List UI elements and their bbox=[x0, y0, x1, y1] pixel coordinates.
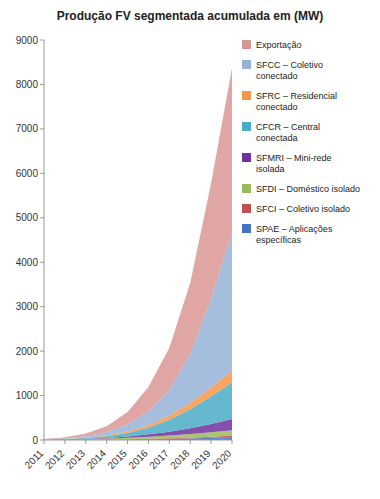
y-tick-label: 0 bbox=[32, 435, 38, 446]
x-tick bbox=[190, 440, 191, 444]
y-tick bbox=[40, 128, 44, 129]
legend-swatch bbox=[242, 184, 251, 193]
legend: ExportaçãoSFCC – ColetivoconectadoSFRC –… bbox=[242, 40, 360, 245]
legend-label-line: conectada bbox=[256, 133, 298, 143]
legend-label-line: SPAE – Aplicações bbox=[256, 224, 333, 234]
y-tick bbox=[40, 40, 44, 41]
y-axis-line bbox=[44, 40, 45, 440]
x-tick-label: 2014 bbox=[85, 447, 109, 471]
x-tick bbox=[148, 440, 149, 444]
legend-label-line: SFRC – Residencial bbox=[256, 91, 337, 101]
x-tick-label: 2011 bbox=[22, 447, 45, 470]
legend-label-line: SFDI – Doméstico isolado bbox=[256, 184, 360, 194]
x-tick-label: 2020 bbox=[210, 447, 234, 471]
legend-label: SPAE – Aplicaçõesespecíficas bbox=[256, 224, 333, 245]
legend-label-line: SFMRI – Mini-rede bbox=[256, 153, 332, 163]
x-tick-label: 2015 bbox=[105, 447, 129, 471]
legend-swatch bbox=[242, 224, 251, 233]
x-tick-label: 2019 bbox=[189, 447, 213, 471]
x-tick-label: 2018 bbox=[168, 447, 192, 471]
y-tick bbox=[40, 262, 44, 263]
y-tick-label: 9000 bbox=[16, 35, 39, 46]
legend-swatch bbox=[242, 204, 251, 213]
chart: Produção FV segmentada acumulada em (MW)… bbox=[0, 0, 380, 499]
areas bbox=[44, 68, 232, 440]
legend-label-line: isolada bbox=[256, 164, 285, 174]
legend-swatch bbox=[242, 153, 251, 162]
y-tick-label: 8000 bbox=[16, 79, 39, 90]
x-tick-label: 2016 bbox=[126, 447, 150, 471]
legend-label: Exportação bbox=[256, 40, 302, 50]
y-tick bbox=[40, 440, 44, 441]
y-tick-label: 1000 bbox=[16, 390, 39, 401]
legend-label-line: Exportação bbox=[256, 40, 302, 50]
area bbox=[44, 68, 232, 439]
y-tick bbox=[40, 173, 44, 174]
legend-swatch bbox=[242, 91, 251, 100]
y-tick-label: 5000 bbox=[16, 212, 39, 223]
x-tick-label: 2012 bbox=[43, 447, 67, 471]
title: Produção FV segmentada acumulada em (MW) bbox=[57, 9, 324, 23]
x-tick-label: 2017 bbox=[147, 447, 171, 471]
legend-label: SFMRI – Mini-redeisolada bbox=[256, 153, 332, 174]
y-tick bbox=[40, 84, 44, 85]
y-tick bbox=[40, 351, 44, 352]
x-tick bbox=[106, 440, 107, 444]
y-tick-label: 2000 bbox=[16, 346, 39, 357]
legend-label-line: específicas bbox=[256, 235, 302, 245]
legend-label: CFCR – Centralconectada bbox=[256, 122, 320, 143]
x-tick bbox=[64, 440, 65, 444]
x-axis-line bbox=[44, 440, 232, 441]
y-tick bbox=[40, 306, 44, 307]
y-tick-label: 7000 bbox=[16, 123, 39, 134]
x-tick bbox=[127, 440, 128, 444]
legend-label-line: CFCR – Central bbox=[256, 122, 320, 132]
x-tick-label: 2013 bbox=[64, 447, 88, 471]
legend-label: SFDI – Doméstico isolado bbox=[256, 184, 360, 194]
y-tick bbox=[40, 395, 44, 396]
legend-swatch bbox=[242, 60, 251, 69]
legend-swatch bbox=[242, 122, 251, 131]
x-tick bbox=[232, 440, 233, 444]
x-tick bbox=[44, 440, 45, 444]
legend-label-line: SFCC – Coletivo bbox=[256, 60, 323, 70]
legend-label-line: conectado bbox=[256, 102, 298, 112]
y-tick-label: 6000 bbox=[16, 168, 39, 179]
legend-label: SFRC – Residencialconectado bbox=[256, 91, 337, 112]
legend-label-line: conectado bbox=[256, 71, 298, 81]
x-tick bbox=[85, 440, 86, 444]
legend-label: SFCC – Coletivoconectado bbox=[256, 60, 323, 81]
y-tick bbox=[40, 217, 44, 218]
legend-label-line: SFCI – Coletivo isolado bbox=[256, 204, 350, 214]
x-tick bbox=[211, 440, 212, 444]
legend-swatch bbox=[242, 40, 251, 49]
y-tick-label: 3000 bbox=[16, 301, 39, 312]
legend-label: SFCI – Coletivo isolado bbox=[256, 204, 350, 214]
y-tick-label: 4000 bbox=[16, 257, 39, 268]
x-tick bbox=[169, 440, 170, 444]
